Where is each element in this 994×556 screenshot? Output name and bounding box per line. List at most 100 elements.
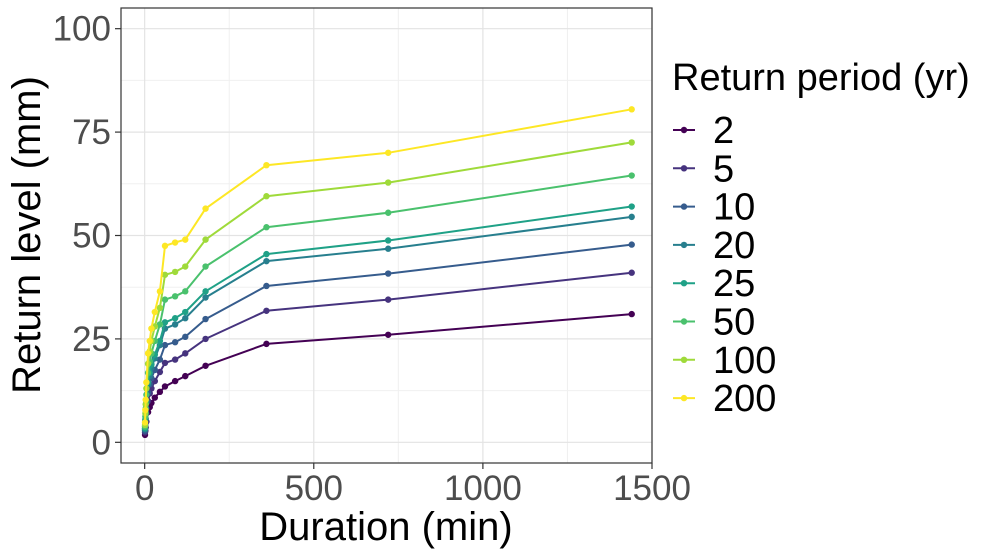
x-tick-label: 500	[285, 469, 343, 508]
series-lines	[141, 106, 635, 439]
data-point	[143, 379, 150, 386]
series-25	[141, 203, 635, 432]
legend-label: 10	[713, 187, 755, 229]
legend-item-2: 2	[673, 110, 734, 152]
data-point	[182, 350, 189, 357]
data-point	[161, 319, 169, 326]
data-point	[628, 310, 635, 318]
y-tick-label: 25	[72, 320, 111, 359]
data-point	[141, 419, 149, 426]
y-tick-label: 50	[72, 217, 111, 256]
data-point	[171, 321, 179, 328]
legend-item-20: 20	[673, 225, 755, 267]
series-2	[141, 310, 635, 439]
data-point	[263, 307, 270, 314]
x-tick-label: 1000	[444, 469, 522, 508]
data-point	[161, 341, 169, 349]
data-point	[263, 250, 270, 258]
legend-label: 5	[713, 148, 734, 190]
data-point	[182, 308, 189, 316]
legend-key-point	[680, 394, 688, 402]
data-point	[384, 296, 392, 303]
data-point	[202, 315, 209, 323]
y-tick-label: 0	[92, 423, 111, 462]
data-point	[384, 245, 392, 252]
legend-item-10: 10	[673, 187, 755, 229]
data-point	[156, 321, 164, 328]
data-point	[161, 359, 169, 367]
data-point	[628, 269, 635, 276]
data-point	[384, 331, 392, 338]
data-point	[263, 224, 270, 231]
data-point	[384, 270, 392, 277]
legend-key-point	[680, 126, 688, 134]
data-point	[263, 340, 270, 348]
data-point	[146, 337, 153, 345]
data-point	[151, 308, 159, 316]
data-point	[171, 293, 179, 300]
data-point	[161, 242, 169, 250]
data-point	[384, 209, 392, 216]
data-point	[263, 257, 270, 265]
legend-label: 100	[713, 340, 776, 382]
data-point	[156, 288, 164, 295]
data-point	[161, 296, 169, 303]
data-point	[182, 236, 189, 243]
data-point	[182, 315, 189, 322]
legend-key-point	[680, 318, 688, 325]
y-axis-title: Return level (mm)	[5, 76, 49, 394]
grid	[121, 8, 653, 463]
data-point	[628, 203, 635, 210]
data-point	[151, 394, 159, 401]
data-point	[171, 239, 179, 246]
data-point	[171, 356, 179, 363]
data-point	[202, 362, 209, 369]
series-5	[141, 269, 635, 436]
legend-label: 20	[713, 225, 755, 267]
data-point	[384, 149, 392, 156]
legend-label: 200	[713, 378, 776, 420]
legend-key-point	[680, 165, 688, 172]
data-point	[202, 205, 209, 212]
data-point	[628, 106, 635, 113]
data-point	[263, 161, 270, 169]
data-point	[628, 139, 635, 146]
series-line	[144, 108, 632, 423]
data-point	[628, 213, 635, 221]
data-point	[182, 263, 189, 270]
data-point	[628, 241, 635, 248]
data-point	[202, 288, 209, 295]
data-point	[263, 193, 270, 200]
y-tick-label: 100	[53, 10, 111, 49]
x-axis-title: Duration (min)	[259, 505, 512, 549]
data-point	[182, 372, 189, 380]
series-20	[141, 213, 635, 433]
x-tick-label: 0	[135, 469, 154, 508]
data-point	[156, 337, 164, 345]
legend-key-point	[680, 241, 688, 249]
data-point	[144, 350, 152, 357]
data-point	[182, 333, 189, 341]
data-point	[182, 288, 189, 295]
legend-item-200: 200	[673, 378, 776, 420]
data-point	[171, 268, 179, 276]
data-point	[202, 335, 209, 343]
legend-key-point	[680, 280, 688, 287]
series-200	[141, 106, 635, 426]
legend-title: Return period (yr)	[672, 57, 970, 99]
data-point	[161, 383, 169, 390]
legend-label: 2	[713, 110, 734, 152]
data-point	[384, 237, 392, 244]
series-100	[141, 139, 635, 429]
legend-label: 50	[713, 302, 755, 344]
legend-item-25: 25	[673, 263, 755, 305]
data-point	[161, 271, 169, 278]
data-point	[148, 325, 155, 332]
legend-key-point	[680, 203, 688, 210]
data-point	[156, 356, 164, 363]
legend-item-50: 50	[673, 302, 755, 344]
data-point	[263, 282, 270, 290]
data-point	[142, 396, 149, 403]
